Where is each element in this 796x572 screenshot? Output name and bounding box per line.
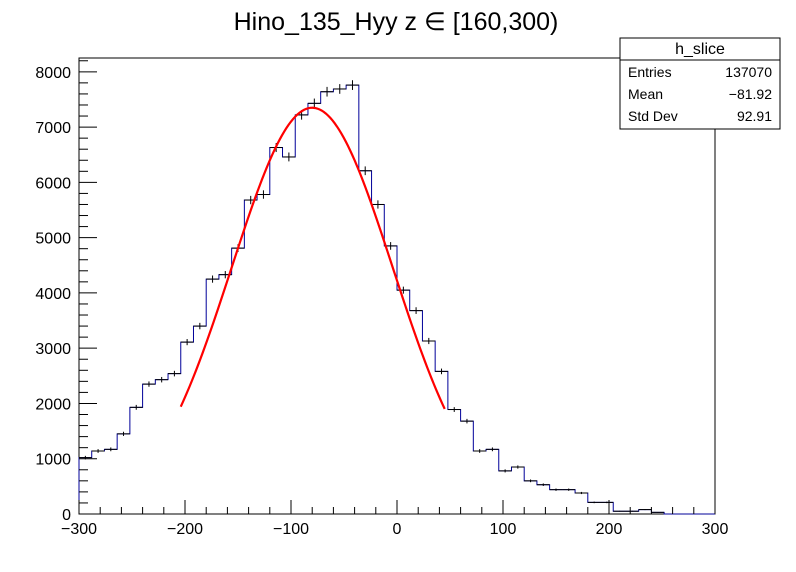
histogram-bin (625, 510, 639, 512)
gaussian-fit-curve (179, 106, 446, 410)
histogram-bin (104, 447, 118, 452)
y-tick-label: 7000 (35, 120, 71, 137)
histogram-bin (536, 483, 550, 486)
histogram-bin (371, 200, 385, 209)
x-tick-label: −100 (273, 521, 309, 538)
histogram-bin (447, 407, 461, 412)
stats-mean-value: −81.92 (729, 86, 772, 102)
x-tick-label: −200 (167, 521, 203, 538)
chart-title: Hino_135_Hyy z ∈ [160,300) (234, 8, 559, 36)
histogram-bin (168, 370, 181, 377)
x-tick-label: −300 (61, 521, 97, 538)
stats-entries-label: Entries (628, 64, 672, 80)
histogram-bin (473, 449, 487, 453)
stats-box-frame (619, 37, 781, 130)
stats-stddev-label: Std Dev (628, 108, 678, 124)
stats-stddev-value: 92.91 (737, 108, 772, 124)
histogram-bin (435, 368, 448, 375)
histogram-bin (549, 488, 563, 491)
histogram-bin (422, 337, 436, 345)
stats-box: h_slice Entries 137070 Mean −81.92 Std D… (619, 37, 781, 130)
y-tick-label: 0 (62, 507, 71, 524)
y-tick-label: 4000 (35, 286, 71, 303)
histogram-bin (409, 307, 423, 314)
x-tick-label: 200 (596, 521, 623, 538)
histogram-bin (320, 86, 334, 97)
y-tick-label: 8000 (35, 65, 71, 82)
histogram-bin (638, 509, 652, 511)
y-tick-label: 2000 (35, 396, 71, 413)
stats-box-title: h_slice (675, 41, 725, 58)
histogram-bin (142, 381, 156, 387)
histogram-bin (358, 166, 372, 176)
stats-mean-label: Mean (628, 86, 663, 102)
stats-entries-value: 137070 (725, 64, 772, 80)
y-tick-label: 1000 (35, 452, 71, 469)
histogram-bin (129, 404, 143, 410)
y-axis: 0 1000 2000 3000 4000 5000 6000 7000 8000 (35, 60, 97, 524)
histogram-bin (651, 511, 665, 513)
histogram-bin (180, 339, 194, 346)
histogram-bin (511, 465, 525, 469)
histogram-bin (587, 501, 601, 504)
histogram-bin (193, 322, 207, 330)
histogram-bin (333, 84, 347, 94)
x-axis: −300 −200 −100 0 100 200 300 (61, 500, 728, 538)
y-tick-label: 5000 (35, 231, 71, 248)
histogram-bin (486, 447, 499, 452)
histogram-bin (155, 376, 169, 383)
histogram-bin (575, 491, 588, 495)
y-tick-label: 6000 (35, 175, 71, 192)
histogram-bin (307, 98, 321, 109)
histogram-outline (78, 84, 715, 515)
histogram-bin (91, 449, 105, 453)
histogram-bin (346, 80, 359, 90)
x-tick-label: 300 (702, 521, 729, 538)
histogram-bin (524, 479, 537, 483)
x-tick-label: 0 (393, 521, 402, 538)
histogram-bin (460, 418, 474, 424)
histogram-bin (613, 510, 626, 512)
y-tick-label: 3000 (35, 341, 71, 358)
histogram-bin (282, 152, 296, 162)
histogram-bin (600, 501, 614, 504)
histogram-bin (117, 431, 130, 436)
histogram-bin (257, 190, 270, 199)
histogram-bin (562, 488, 576, 491)
x-tick-label: 100 (490, 521, 517, 538)
histogram-bin (498, 469, 512, 473)
histogram-bin (206, 275, 219, 283)
